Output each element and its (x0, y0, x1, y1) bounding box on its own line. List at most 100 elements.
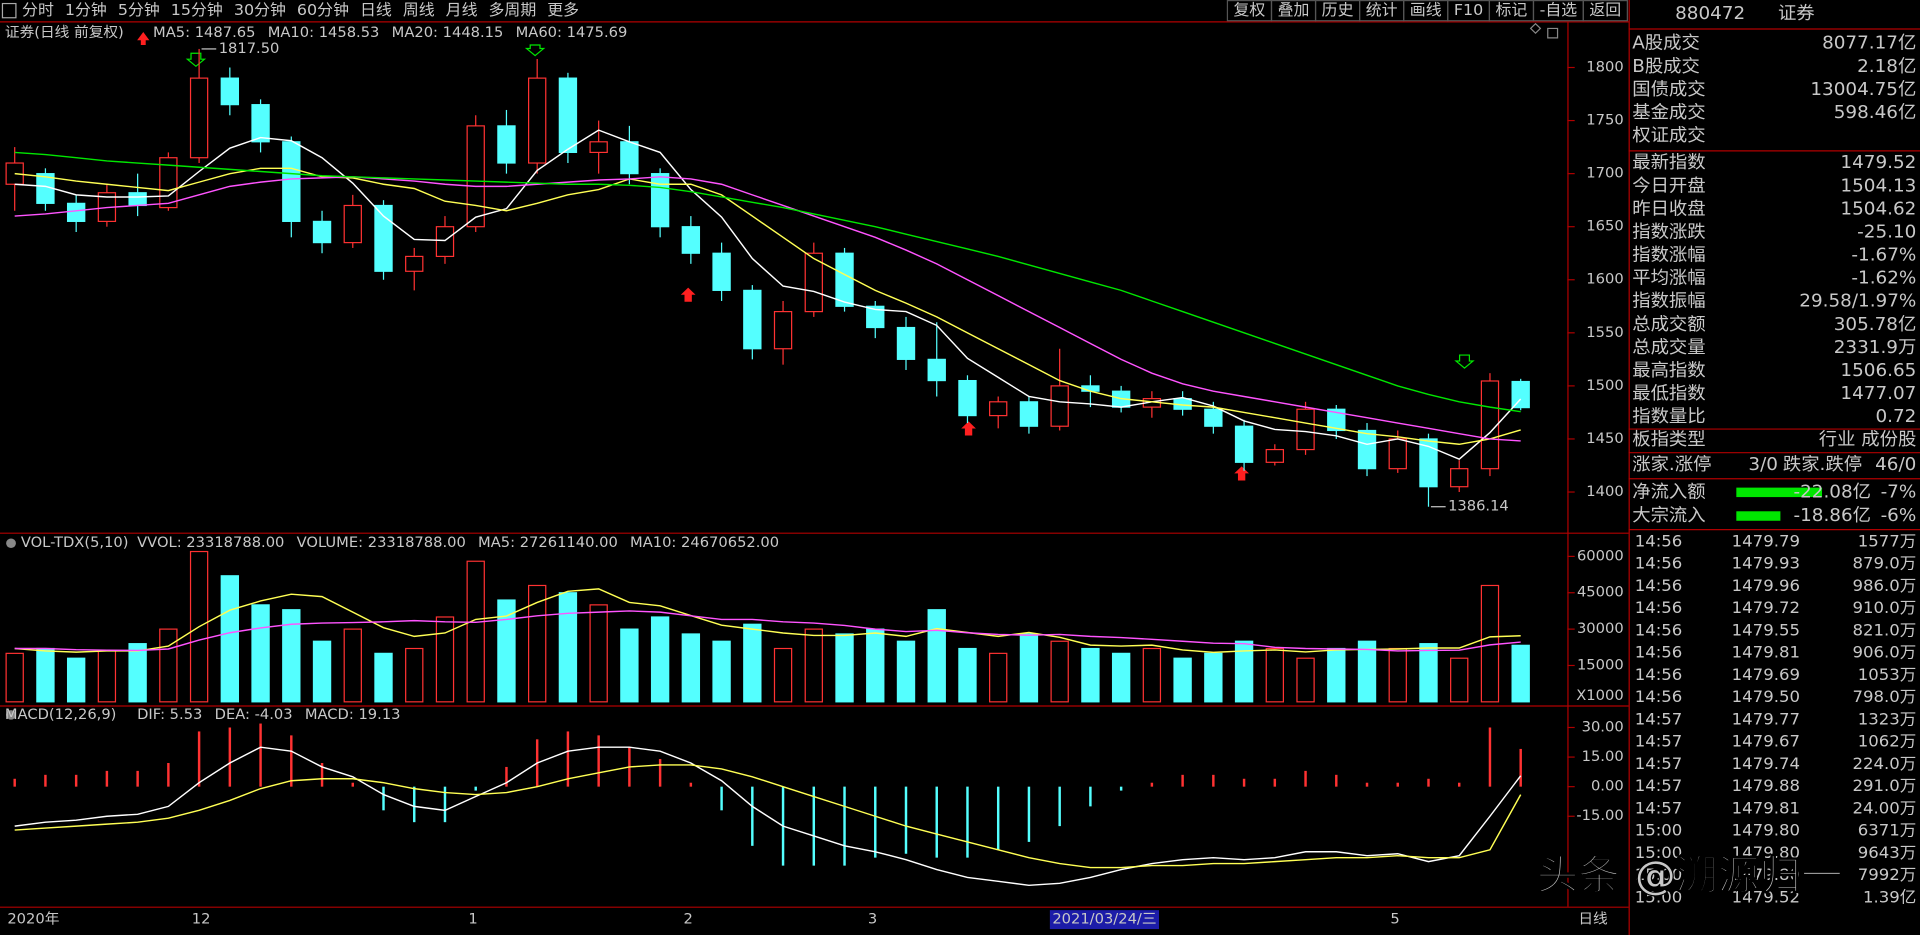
toolbar-tab[interactable]: 1分钟 (65, 0, 107, 19)
volume-bar (773, 647, 793, 703)
y-tick-label: -15.00 (1576, 808, 1623, 824)
toolbar-button-box (1226, 0, 1273, 22)
volume-bar (958, 647, 977, 703)
legend-entry: MA5: 1487.65 (153, 25, 255, 41)
extreme-label: 1386.14 (1448, 499, 1509, 515)
stat-value: 0.72 (1875, 406, 1916, 427)
tick-time: 14:56 (1635, 532, 1683, 551)
tick-price: 1479.74 (1732, 754, 1800, 773)
toolbar-button[interactable]: 返回 (1589, 0, 1621, 19)
flow-bar (1736, 487, 1823, 498)
stat-value: 1504.62 (1840, 199, 1916, 220)
candle-body (989, 401, 1008, 417)
toolbar-button[interactable]: 画线 (1410, 0, 1442, 19)
tick-volume: 1323万 (1858, 710, 1917, 729)
toolbar-tab[interactable]: 多周期 (489, 0, 537, 19)
ma-line (14, 129, 1522, 460)
candle-body (958, 379, 977, 417)
legend-entry: MA10: 1458.53 (268, 25, 380, 41)
stat-label: 昨日收盘 (1632, 199, 1705, 220)
x-tick-label: 5 (1390, 912, 1399, 928)
stat-value: 598.46亿 (1834, 102, 1917, 123)
toolbar-tab[interactable]: 30分钟 (234, 0, 286, 19)
toolbar-tab[interactable]: 60分钟 (297, 0, 349, 19)
tick-volume: 1577万 (1858, 532, 1917, 551)
volume-bar (128, 643, 147, 703)
stat-value: 13004.75亿 (1810, 79, 1916, 100)
candle-body (435, 226, 455, 258)
tick-time: 14:56 (1635, 643, 1683, 662)
toolbar-tab[interactable]: 15分钟 (171, 0, 223, 19)
stat-label: 最新指数 (1632, 153, 1705, 174)
candle-body (1388, 438, 1407, 470)
volume-bar (1050, 640, 1069, 703)
tick-price: 1479.81 (1732, 799, 1800, 818)
candle-body (1019, 401, 1039, 427)
volume-bar (1357, 640, 1377, 703)
tick-price: 1479.72 (1732, 598, 1800, 617)
toolbar-button[interactable]: 历史 (1322, 0, 1354, 19)
stat-value: 8077.17亿 (1822, 33, 1916, 54)
tick-price: 1479.88 (1732, 777, 1800, 796)
candle-body (282, 141, 301, 222)
candle-body (343, 204, 362, 244)
x-tick-label: 2020年 (7, 911, 59, 928)
tick-time: 14:57 (1635, 710, 1683, 729)
x-tick-label: 1 (468, 912, 477, 928)
tick-volume: 1.39亿 (1863, 888, 1916, 907)
type-value: 行业 成份股 (1819, 429, 1917, 450)
tick-price: 1479.69 (1732, 665, 1800, 684)
toolbar-tab[interactable]: 更多 (547, 0, 579, 19)
tick-price: 1479.81 (1732, 643, 1800, 662)
signal-down (524, 44, 546, 57)
tick-list: 14:56 1479.79 1577万 14:56 1479.93 879.0万 14:56… (1635, 532, 1917, 907)
volume-bar (896, 640, 916, 703)
stat-value: 29.58/1.97% (1799, 291, 1916, 312)
toolbar-button[interactable]: F10 (1454, 0, 1483, 19)
volume-bar (743, 623, 762, 703)
volume-bar (1296, 657, 1315, 703)
volume-bar (1142, 647, 1162, 703)
tick-time: 15:00 (1635, 888, 1683, 907)
tick-volume: 910.0万 (1852, 598, 1916, 617)
y-tick-label: 1650 (1586, 219, 1623, 235)
toolbar-tab[interactable]: 分时 (22, 0, 54, 19)
tick-volume: 906.0万 (1852, 643, 1916, 662)
toolbar-tab[interactable]: 月线 (446, 0, 478, 19)
volume-bar (528, 584, 547, 703)
y-tick-label: 1750 (1586, 113, 1623, 129)
unit-label: X1000 (1576, 688, 1623, 704)
volume-bar (712, 640, 731, 703)
toolbar-button[interactable]: 叠加 (1278, 0, 1310, 19)
legend-entry: MACD: 19.13 (305, 707, 401, 723)
toolbar-button[interactable]: 标记 (1496, 0, 1528, 19)
tick-volume: 291.0万 (1852, 777, 1916, 796)
candle-body (681, 226, 701, 254)
toolbar-tab[interactable]: 5分钟 (118, 0, 160, 19)
toolbar-tab[interactable]: 周线 (403, 0, 435, 19)
toolbar-button[interactable]: -自选 (1540, 0, 1578, 19)
extreme-label: 1817.50 (219, 41, 280, 57)
panel-icon (6, 538, 16, 548)
tick-volume: 7992万 (1858, 866, 1917, 885)
toolbar-button[interactable]: 统计 (1366, 0, 1398, 19)
ma-line (14, 167, 1521, 445)
stat-value: 1506.65 (1840, 360, 1916, 381)
tick-price: 1479.93 (1732, 554, 1800, 573)
breadth-label: 跌家.跌停 (1783, 454, 1862, 475)
tick-price: 1479.52 (1732, 888, 1800, 907)
candle-body (466, 125, 485, 228)
ma-line (14, 764, 1522, 869)
y-tick-label: 1500 (1586, 378, 1623, 394)
stat-value: 1504.13 (1840, 176, 1916, 197)
legend-entry: VOLUME: 23318788.00 (297, 535, 466, 551)
price-panel-title: 证券(日线 前复权) (5, 23, 124, 41)
volume-bar (1388, 647, 1407, 703)
security-code: 880472 (1675, 3, 1745, 24)
y-tick-label: 60000 (1577, 549, 1624, 565)
toolbar-button[interactable]: 复权 (1234, 0, 1266, 19)
toolbar-tab[interactable]: 日线 (360, 0, 392, 19)
tick-time: 14:57 (1635, 777, 1683, 796)
watermark: 头条 @溯源归一 (1537, 852, 1843, 899)
tick-price: 1479.55 (1732, 621, 1800, 640)
